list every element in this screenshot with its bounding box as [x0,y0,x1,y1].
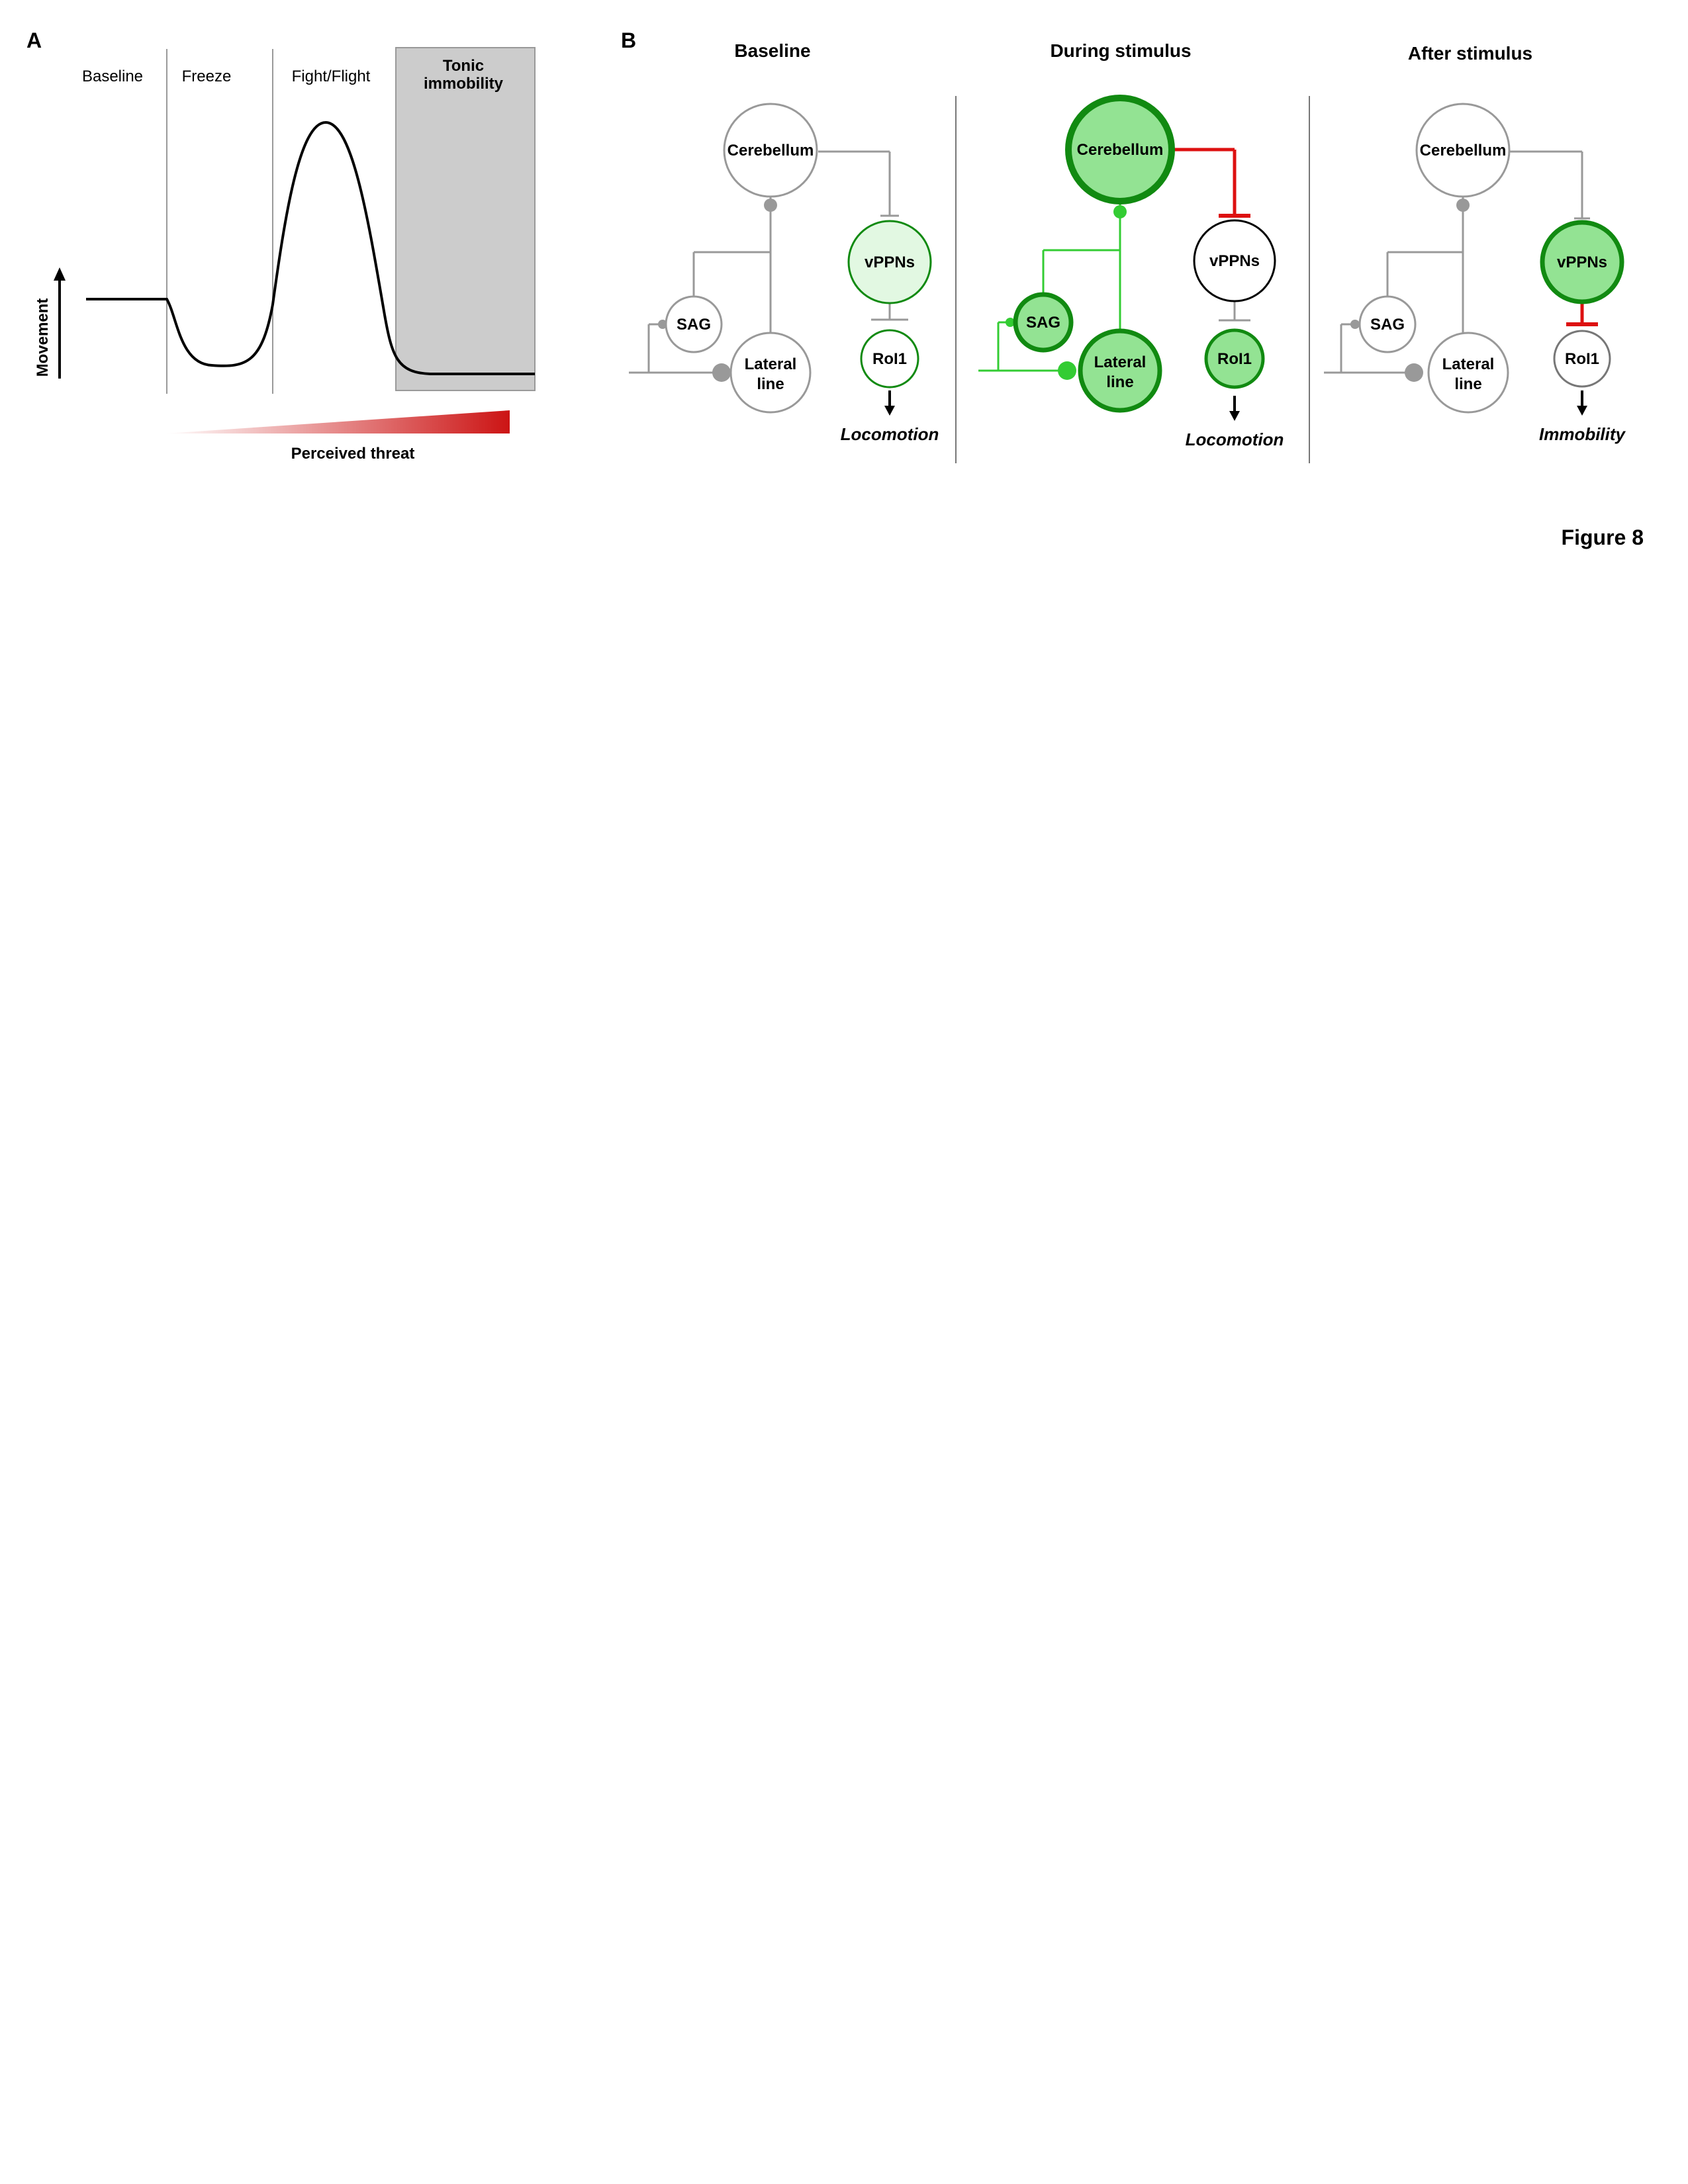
node-lateral-line-label-2: line [1454,375,1481,393]
node-cerebellum-label: Cerebellum [1077,141,1164,159]
phase-label-tonic: Tonic [443,57,484,75]
synapse-dot-lateral-line [712,363,731,382]
node-rol1-label: RoI1 [1565,350,1599,368]
node-lateral-line [1078,328,1162,413]
output-immobility: Immobility [1539,424,1626,444]
node-vppns-label: vPPNs [865,253,915,271]
node-lateral-line [729,332,812,414]
node-lateral-line-label-2: line [1106,373,1133,391]
synapse-dot-cerebellum [1113,205,1127,218]
movement-axis-label: Movement [34,298,52,377]
node-lateral-line-label-2: line [757,375,784,393]
node-rol1-label: RoI1 [872,350,907,368]
output-arrowhead [1229,411,1240,421]
output-locomotion: Locomotion [841,424,939,444]
threat-gradient-wedge [165,410,510,433]
column-baseline: Baseline Cerebellum SAG Lateral line [629,40,939,444]
node-vppns-label: vPPNs [1209,252,1260,270]
node-sag-label: SAG [677,316,711,334]
node-cerebellum-label: Cerebellum [1420,142,1507,159]
node-sag [1358,295,1417,353]
output-arrowhead [1577,406,1587,416]
synapse-dot-cerebellum [764,199,777,212]
column-title-during: During stimulus [1050,40,1191,61]
node-rol1 [1553,330,1611,388]
node-lateral-line-label-1: Lateral [1442,355,1495,373]
movement-trace [86,120,535,375]
tonic-immobility-region [395,47,536,391]
node-sag [1013,292,1074,353]
synapse-dot-lateral-line [1405,363,1423,382]
panel-a: A Baseline Freeze Fight/Flight Tonic imm… [26,28,536,463]
column-after-stimulus: After stimulus Cerebellum SAG Lateral li… [1324,43,1626,444]
movement-axis-arrowhead [54,267,66,281]
node-sag-label: SAG [1370,316,1405,334]
phase-label-immobility: immobility [424,75,504,93]
phase-label-fight-flight: Fight/Flight [292,68,371,85]
node-rol1 [1204,328,1265,389]
phase-label-freeze: Freeze [182,68,232,85]
node-cerebellum [1065,95,1175,205]
node-vppns [1540,220,1624,304]
column-title-after: After stimulus [1408,43,1532,64]
node-rol1 [860,329,919,388]
column-title-baseline: Baseline [734,40,810,61]
synapse-dot-lateral-line [1058,361,1076,380]
panel-a-letter: A [26,28,42,52]
synapse-dot-sag [658,320,667,329]
perceived-threat-label: Perceived threat [291,445,415,463]
panel-b-letter: B [621,28,636,52]
output-locomotion: Locomotion [1186,430,1284,449]
node-vppns-label: vPPNs [1557,253,1607,271]
figure-label: Figure 8 [1562,525,1644,549]
synapse-dot-sag [1350,320,1360,329]
node-cerebellum [1415,103,1511,198]
node-lateral-line-label-1: Lateral [745,355,797,373]
node-lateral-line [1427,332,1509,414]
synapse-dot-sag [1006,318,1015,327]
synapse-dot-cerebellum [1456,199,1470,212]
node-rol1-label: RoI1 [1217,350,1252,368]
phase-label-baseline: Baseline [82,68,143,85]
node-cerebellum [723,103,818,198]
node-vppns [847,220,932,304]
node-sag-label: SAG [1026,314,1060,332]
output-arrowhead [884,406,895,416]
node-vppns [1193,219,1276,302]
node-cerebellum-label: Cerebellum [727,142,814,159]
column-during-stimulus: During stimulus Cerebellum SAG Lateral l… [978,40,1284,449]
node-sag [665,295,723,353]
panel-b: B Baseline Cerebellum SAG [621,28,1626,463]
node-lateral-line-label-1: Lateral [1094,353,1147,371]
